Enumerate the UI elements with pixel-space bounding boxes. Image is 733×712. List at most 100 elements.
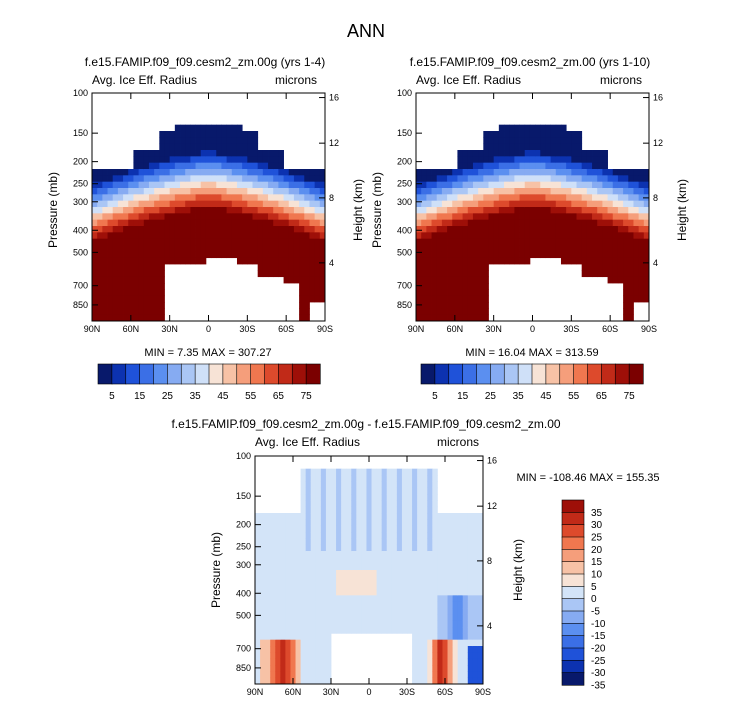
x-tick-label: 30S: [239, 324, 255, 334]
heatmap-cell: [309, 194, 316, 202]
heatmap-cell: [148, 207, 155, 214]
heatmap-cell: [643, 264, 650, 271]
heatmap-cell: [472, 620, 479, 628]
heatmap-cell: [550, 232, 557, 240]
heatmap-cell: [154, 238, 160, 246]
heatmap-cell: [571, 131, 577, 138]
heatmap-cell: [555, 137, 562, 145]
heatmap-cell: [514, 143, 520, 151]
heatmap-cell: [612, 207, 619, 214]
heatmap-cell: [467, 595, 474, 603]
heatmap-cell: [509, 207, 515, 214]
heatmap-cell: [623, 207, 629, 214]
heatmap-cell: [452, 207, 458, 214]
heatmap-cell: [462, 283, 469, 290]
heatmap-cell: [442, 658, 448, 666]
heatmap-cell: [107, 188, 114, 195]
heatmap-cell: [576, 181, 583, 189]
heatmap-cell: [128, 270, 134, 278]
heatmap-cell: [231, 156, 238, 164]
heatmap-cell: [288, 226, 295, 233]
heatmap-cell: [602, 207, 608, 214]
heatmap-cell: [592, 150, 598, 157]
heatmap-cell: [452, 513, 459, 520]
heatmap-cell: [159, 175, 165, 183]
heatmap-cell: [617, 276, 624, 284]
heatmap-cell: [628, 270, 634, 278]
heatmap-cell: [488, 143, 495, 151]
heatmap-cell: [288, 169, 295, 176]
heatmap-cell: [97, 219, 103, 227]
heatmap-cell: [299, 295, 305, 303]
colorbar-swatch: [222, 363, 238, 385]
heatmap-cell: [331, 557, 337, 565]
heatmap-cell: [325, 519, 332, 527]
heatmap-cell: [401, 475, 408, 482]
heatmap-cell: [288, 207, 295, 214]
heatmap-cell: [442, 557, 448, 565]
heatmap-cell: [305, 627, 312, 634]
heatmap-cell: [417, 506, 423, 514]
heatmap-cell: [325, 525, 332, 533]
heatmap-cell: [190, 181, 196, 189]
heatmap-cell: [310, 525, 317, 533]
heatmap-cell: [571, 137, 577, 145]
heatmap-cell: [498, 137, 505, 145]
heatmap-cell: [566, 194, 572, 202]
heatmap-cell: [462, 538, 469, 546]
heatmap-cell: [602, 169, 608, 176]
heatmap-cell: [422, 557, 428, 565]
heatmap-cell: [351, 557, 357, 565]
heatmap-cell: [576, 137, 583, 145]
heatmap-cell: [226, 238, 233, 246]
heatmap-cell: [285, 538, 291, 546]
heatmap-cell: [422, 525, 428, 533]
heatmap-cell: [92, 308, 98, 316]
heatmap-cell: [336, 614, 342, 622]
colorbar-label: 35: [190, 391, 202, 402]
heatmap-cell: [117, 245, 124, 252]
heatmap-cell: [283, 219, 290, 227]
heatmap-cell: [638, 181, 645, 189]
heatmap-cell: [427, 506, 433, 514]
heatmap-cell: [422, 481, 428, 489]
heatmap-cell: [148, 156, 155, 164]
heatmap-cell: [566, 162, 572, 170]
heatmap-cell: [381, 620, 388, 628]
heatmap-cell: [366, 475, 372, 482]
heatmap-cell: [488, 245, 495, 252]
heatmap-cell: [262, 245, 269, 252]
heatmap-cell: [270, 525, 276, 533]
heatmap-cell: [462, 308, 469, 316]
heatmap-cell: [638, 251, 645, 259]
heatmap-cell: [462, 219, 469, 227]
heatmap-cell: [628, 194, 634, 202]
heatmap-cell: [92, 200, 98, 208]
heatmap-cell: [351, 595, 357, 603]
heatmap-cell: [401, 468, 408, 476]
heatmap-cell: [436, 219, 443, 227]
heatmap-cell: [628, 181, 634, 189]
heatmap-cell: [247, 181, 253, 189]
heatmap-cell: [452, 264, 458, 271]
heatmap-cell: [315, 513, 322, 520]
heatmap-cell: [273, 264, 279, 271]
colorbar-swatch: [561, 536, 585, 550]
heatmap-cell: [540, 124, 546, 132]
heatmap-cell: [447, 557, 453, 565]
colorbar-swatch: [561, 647, 585, 661]
heatmap-cell: [295, 582, 301, 590]
heatmap-cell: [566, 207, 572, 214]
heatmap-cell: [211, 207, 217, 214]
heatmap-cell: [437, 544, 443, 552]
heatmap-cell: [519, 137, 526, 145]
heatmap-cell: [299, 188, 305, 195]
heatmap-cell: [107, 302, 114, 309]
y-tick-label: 500: [73, 247, 88, 257]
heatmap-cell: [560, 226, 567, 233]
colorbar-label: 25: [162, 391, 174, 402]
heatmap-cell: [205, 200, 212, 208]
heatmap-cell: [304, 245, 310, 252]
heatmap-cell: [320, 633, 327, 641]
heatmap-cell: [477, 513, 484, 520]
